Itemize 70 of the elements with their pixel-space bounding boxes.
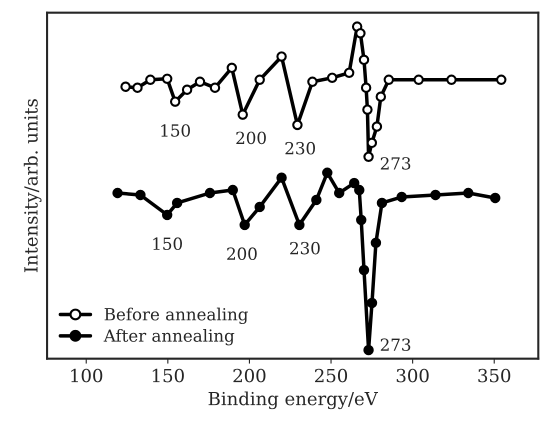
point — [254, 202, 265, 212]
point — [276, 51, 287, 62]
point — [170, 96, 180, 107]
y-axis-title: Intensity/arb. units — [24, 99, 42, 272]
point — [322, 168, 332, 178]
point — [363, 344, 374, 356]
point — [194, 76, 206, 87]
point — [294, 220, 305, 230]
point — [254, 74, 265, 85]
point — [363, 152, 374, 162]
annotation: 273 — [380, 338, 410, 352]
point — [356, 214, 366, 226]
point — [112, 188, 123, 198]
x-axis-title: Binding energy/eV — [208, 391, 378, 410]
point — [358, 264, 370, 276]
point — [430, 190, 441, 200]
point — [239, 220, 250, 230]
point — [360, 82, 372, 93]
point — [292, 120, 303, 130]
x-tick-label: 100 — [71, 368, 102, 382]
point — [396, 192, 407, 202]
point — [311, 194, 322, 206]
point — [334, 188, 344, 198]
point — [496, 74, 506, 85]
point — [366, 298, 378, 308]
point — [162, 210, 172, 220]
point — [384, 74, 394, 85]
point — [204, 188, 216, 198]
x-tick-label: 350 — [478, 368, 510, 382]
annotation: 150 — [153, 237, 182, 250]
point — [182, 84, 192, 95]
point — [446, 74, 457, 85]
point — [226, 62, 238, 74]
point — [326, 72, 338, 83]
point — [276, 172, 287, 183]
point — [376, 91, 386, 102]
annotation: 273 — [380, 157, 410, 170]
annotation: 230 — [290, 242, 320, 254]
point — [370, 238, 382, 248]
x-tick-label: 200 — [233, 368, 266, 382]
point — [145, 74, 156, 85]
x-tick-label: 250 — [315, 368, 348, 382]
x-tick-label: 150 — [152, 368, 184, 382]
point — [358, 54, 370, 66]
point — [132, 82, 143, 93]
annotation: 200 — [236, 132, 266, 144]
point — [413, 74, 424, 85]
point — [348, 178, 360, 188]
point — [120, 82, 131, 92]
point — [362, 104, 373, 115]
legend-label: Before annealing — [104, 308, 248, 324]
x-tick-label: 300 — [396, 368, 429, 382]
annotation: 230 — [285, 142, 315, 154]
point — [354, 184, 364, 196]
point — [135, 190, 146, 200]
annotation: 150 — [161, 124, 190, 137]
point — [162, 74, 172, 84]
point — [228, 184, 238, 196]
legend-label: After annealing — [104, 329, 234, 346]
point — [376, 198, 388, 208]
point — [355, 28, 366, 38]
point — [490, 192, 500, 204]
point — [344, 68, 354, 78]
point — [372, 121, 382, 132]
point — [210, 82, 220, 93]
point — [172, 198, 182, 208]
point — [307, 76, 318, 87]
annotation: 200 — [227, 247, 257, 260]
point — [463, 188, 474, 198]
point — [238, 109, 248, 120]
